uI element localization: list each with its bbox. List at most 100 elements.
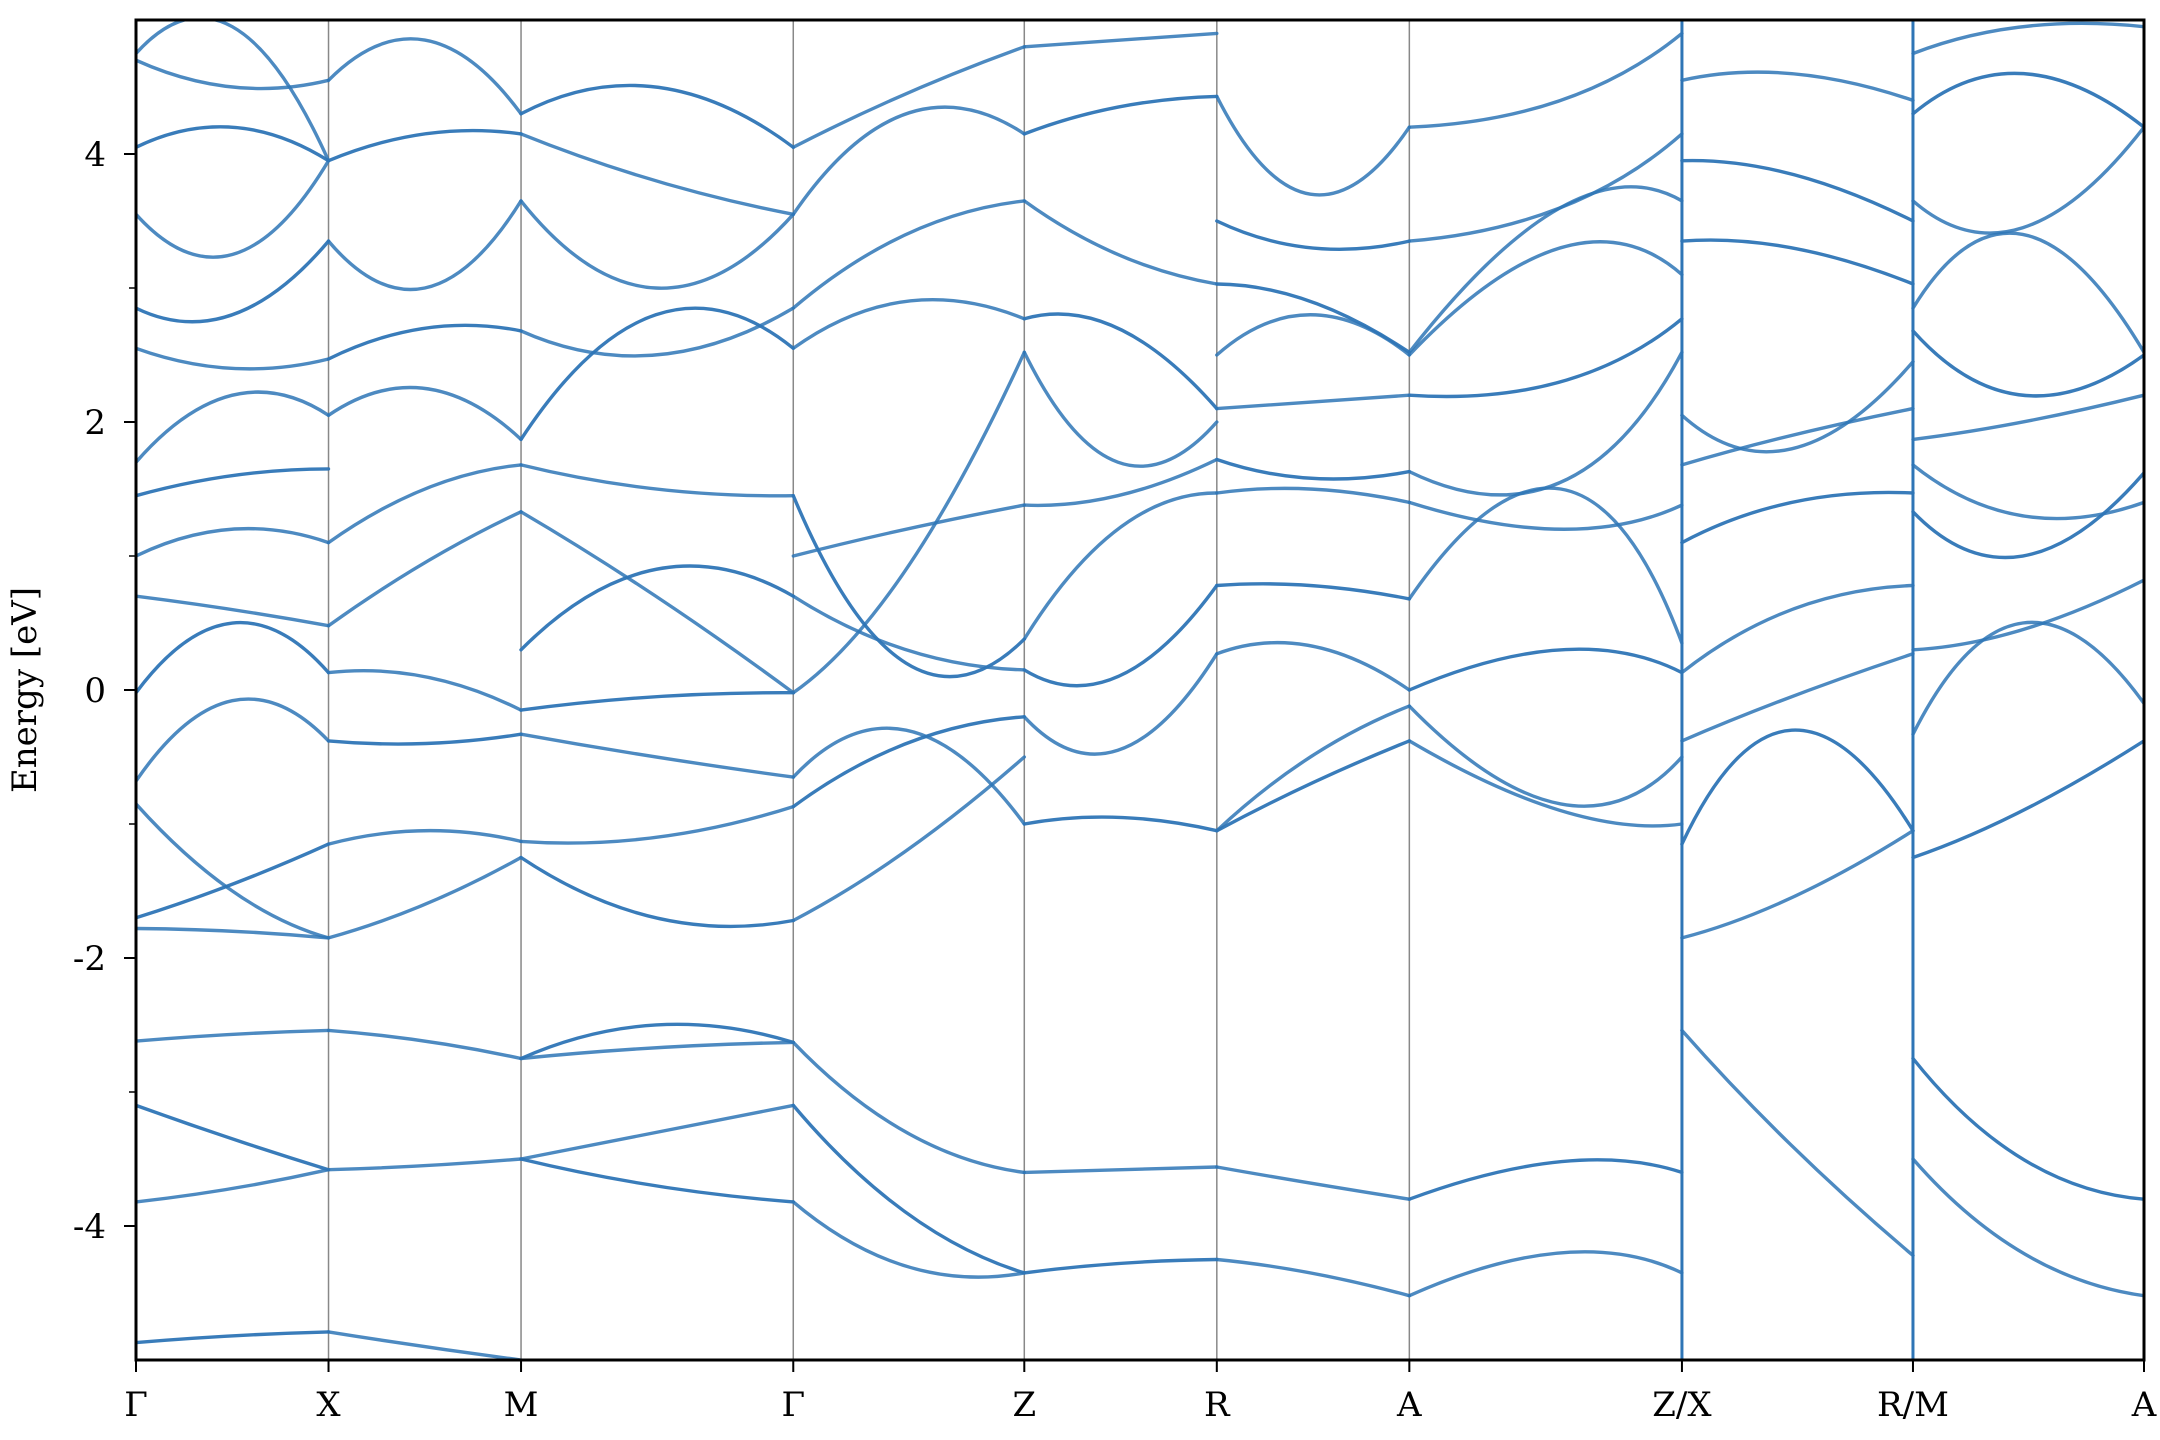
band-line [1680, 70, 1915, 103]
band-line [1022, 31, 1219, 49]
band-line [791, 1103, 1026, 1275]
y-tick-label: 4 [84, 135, 106, 175]
high-symmetry-grid-lines [327, 20, 1915, 1360]
band-line [519, 83, 795, 149]
band-line [1911, 471, 2144, 560]
band-line [1407, 240, 1684, 357]
band-line [791, 715, 1026, 809]
band-line [1215, 219, 1411, 251]
y-tick-label: 0 [84, 671, 106, 711]
band-line [136, 842, 331, 920]
band-line [1215, 640, 1411, 692]
band-line [791, 594, 1026, 672]
x-tick-label: R/M [1877, 1385, 1949, 1425]
y-tick-label: 2 [84, 403, 106, 443]
band-line [326, 37, 523, 116]
band-line [1022, 815, 1219, 833]
band-line [326, 828, 523, 846]
band-line [791, 755, 1026, 923]
x-tick-label: R [1204, 1385, 1231, 1425]
band-line [1215, 1257, 1411, 1298]
band-line [326, 510, 523, 628]
band-line [1911, 329, 2144, 398]
band-line [791, 726, 1026, 826]
band-line [1407, 647, 1684, 692]
band-line [519, 199, 795, 290]
band-line [1215, 582, 1411, 601]
band-line [519, 306, 795, 358]
band-line [1680, 728, 1915, 846]
band-line [1911, 1056, 2144, 1201]
band-line [1911, 125, 2144, 235]
band-line [791, 45, 1026, 149]
band-line [791, 503, 1026, 558]
band-line [136, 346, 331, 371]
band-line [791, 1040, 1026, 1175]
band-line [1911, 739, 2144, 860]
x-tick-label: A [1396, 1385, 1422, 1425]
band-line [136, 58, 331, 91]
band-line [136, 1028, 331, 1043]
band-line [1911, 463, 2144, 521]
band-line [1911, 231, 2144, 354]
x-tick-label: A [2131, 1385, 2157, 1425]
band-line [326, 732, 523, 746]
band-line [519, 1022, 795, 1061]
y-axis-ticks: 4 2 0 -2 -4 [73, 135, 136, 1247]
band-line [136, 159, 331, 259]
band-line [791, 1200, 1026, 1279]
x-tick-label: Z [1012, 1385, 1036, 1425]
band-line [1911, 393, 2144, 442]
band-line [1215, 1165, 1411, 1201]
band-line [519, 306, 795, 442]
band-line [519, 463, 795, 498]
x-tick-label: Γ [124, 1385, 148, 1425]
band-line [1407, 739, 1684, 828]
band-line [791, 105, 1026, 216]
band-line [136, 697, 331, 783]
band-line [1407, 350, 1684, 497]
x-tick-label: M [504, 1385, 539, 1425]
band-line [136, 802, 331, 940]
band-line [1407, 317, 1684, 399]
band-line [519, 1040, 795, 1061]
band-line [1022, 350, 1219, 468]
band-line [1680, 360, 1915, 454]
band-line [1407, 1158, 1684, 1201]
band-line [1022, 312, 1219, 411]
band-line [1911, 71, 2144, 129]
band-line [1215, 739, 1411, 833]
band-line [326, 199, 523, 292]
band-line [326, 1028, 523, 1061]
band-line [136, 20, 331, 163]
band-line [1407, 500, 1684, 531]
x-axis-ticks: Γ X M Γ Z R A Z/X R/M A [124, 1360, 2157, 1425]
band-line [136, 125, 331, 163]
band-line [326, 463, 523, 545]
band-line [791, 494, 1026, 679]
band-line [519, 690, 795, 712]
band-line [1911, 21, 2144, 56]
band-line [326, 128, 523, 163]
band-line [1680, 583, 1915, 675]
band-line [1680, 238, 1915, 286]
band-line [1215, 457, 1411, 481]
band-line [1215, 282, 1411, 354]
band-line [136, 1103, 331, 1172]
band-line [136, 467, 331, 498]
y-tick-label: -4 [73, 1207, 106, 1247]
band-line [326, 1157, 523, 1172]
band-line [1680, 652, 1915, 743]
band-line [791, 297, 1026, 350]
band-line [1911, 620, 2144, 736]
band-line [326, 668, 523, 712]
band-line [519, 510, 795, 695]
band-line [136, 526, 331, 558]
band-line [1680, 1028, 1915, 1258]
band-line [791, 350, 1026, 695]
band-line [519, 564, 795, 652]
x-tick-label: Z/X [1652, 1385, 1712, 1425]
band-line [1680, 490, 1915, 545]
band-line [519, 1157, 795, 1204]
